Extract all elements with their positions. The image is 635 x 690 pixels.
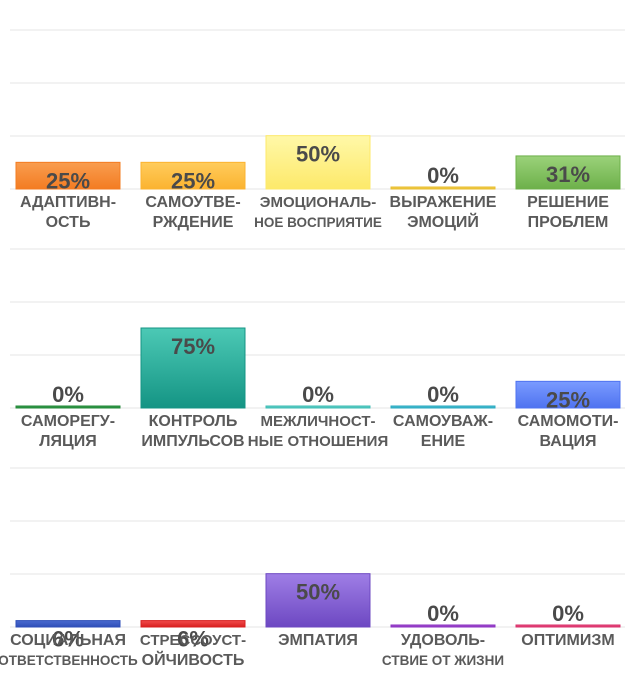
value-label: 0% xyxy=(427,163,459,188)
category-label: КОНТРОЛЬ xyxy=(149,413,238,430)
category-label: НЫЕ ОТНОШЕНИЯ xyxy=(248,433,389,450)
category-label: ЭМПАТИЯ xyxy=(278,632,358,649)
category-label: РЕШЕНИЕ xyxy=(527,194,609,211)
bar xyxy=(515,624,621,628)
chart-panel-3: 6%СОЦИАЛЬНАЯОТВЕТСТВЕННОСТЬ6%СТРЕССОУСТ-… xyxy=(0,467,625,669)
bar xyxy=(15,405,121,409)
chart-panel-2: 0% САМОРЕГУ- ЛЯЦИЯ 75% КОНТРОЛЬ ИМПУЛЬСОВ 0% МЕ… xyxy=(10,248,625,450)
value-label: 6% xyxy=(177,627,209,652)
value-label: 6% xyxy=(52,627,84,652)
value-label: 75% xyxy=(171,334,215,359)
category-label: ОСТЬ xyxy=(46,214,91,231)
category-label: ЕНИЕ xyxy=(421,433,466,450)
category-label: СТВИЕ ОТ ЖИЗНИ xyxy=(382,653,504,668)
bar xyxy=(15,620,121,628)
category-label: ОТВЕТСТВЕННОСТЬ xyxy=(0,653,138,668)
value-label: 31% xyxy=(546,162,590,187)
category-label: ЭМОЦИОНАЛЬ- xyxy=(260,194,376,211)
category-label: АДАПТИВН- xyxy=(20,194,116,211)
bar xyxy=(515,380,621,409)
category-label: ЭМОЦИЙ xyxy=(407,212,479,231)
value-label: 0% xyxy=(552,601,584,626)
bar xyxy=(265,405,371,409)
category-label: ВАЦИЯ xyxy=(540,433,597,450)
bar xyxy=(140,161,246,190)
bar xyxy=(140,620,246,628)
bar xyxy=(15,161,121,190)
bar xyxy=(515,155,621,190)
value-label: 25% xyxy=(46,168,90,193)
value-label: 50% xyxy=(296,142,340,167)
bar xyxy=(140,327,246,409)
category-label: МЕЖЛИЧНОСТ- xyxy=(260,413,375,430)
value-label: 0% xyxy=(427,382,459,407)
bar xyxy=(390,624,496,628)
chart-panel-1: 25%АДАПТИВН-ОСТЬ25%САМОУТВЕ-РЖДЕНИЕ50%ЭМ… xyxy=(10,29,625,231)
category-label: УДОВОЛЬ- xyxy=(401,632,485,649)
bar xyxy=(390,186,496,190)
category-label: ПРОБЛЕМ xyxy=(528,214,609,231)
category-label: РЖДЕНИЕ xyxy=(153,214,234,231)
value-label: 50% xyxy=(296,580,340,605)
bar xyxy=(390,405,496,409)
bar xyxy=(265,135,371,190)
category-label: САМОРЕГУ- xyxy=(21,413,115,430)
category-label: НОЕ ВОСПРИЯТИЕ xyxy=(254,215,382,230)
category-label: ЛЯЦИЯ xyxy=(39,433,96,450)
value-label: 0% xyxy=(302,382,334,407)
category-label: ИМПУЛЬСОВ xyxy=(141,433,244,450)
value-label: 25% xyxy=(171,168,215,193)
category-label: ОПТИМИЗМ xyxy=(521,632,614,649)
category-label: СОЦИАЛЬНАЯ xyxy=(10,632,126,649)
bar xyxy=(265,573,371,628)
category-label: ОЙЧИВОСТЬ xyxy=(142,650,245,669)
value-label: 0% xyxy=(52,382,84,407)
category-label: САМОУВАЖ- xyxy=(393,413,493,430)
category-label: САМОУТВЕ- xyxy=(145,194,240,211)
value-label: 0% xyxy=(427,601,459,626)
category-label: САМОМОТИ- xyxy=(518,413,619,430)
value-label: 25% xyxy=(546,387,590,412)
category-label: СТРЕССОУСТ- xyxy=(140,632,246,649)
category-label: ВЫРАЖЕНИЕ xyxy=(390,194,497,211)
